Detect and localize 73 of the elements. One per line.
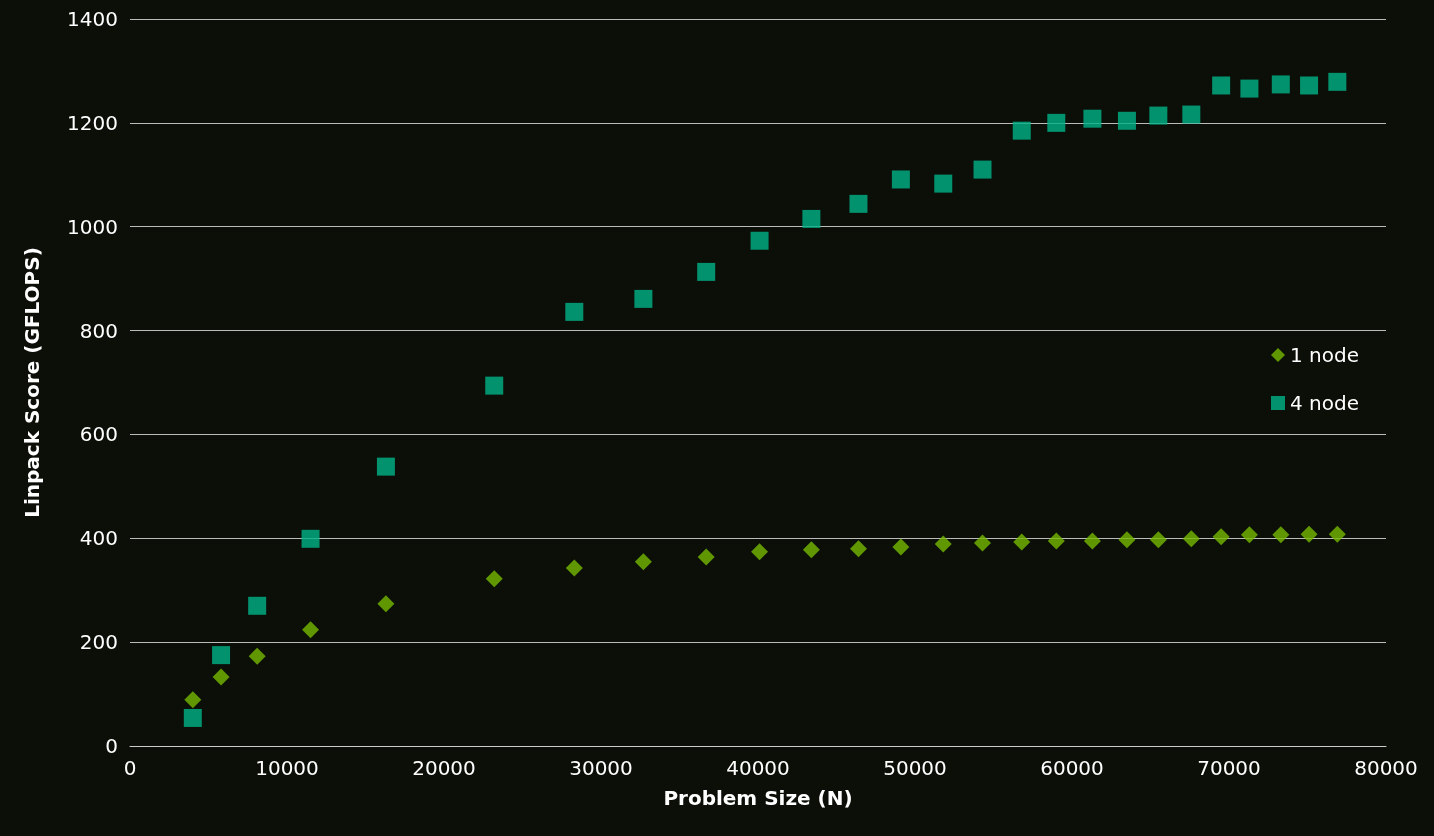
point	[1182, 105, 1201, 124]
y-tick-label: 600	[79, 422, 118, 447]
point	[1212, 76, 1231, 95]
point	[934, 535, 952, 553]
point	[302, 621, 320, 639]
x-tick-label: 30000	[569, 756, 633, 780]
point	[1047, 113, 1066, 132]
x-tick-label: 40000	[726, 756, 790, 780]
point	[1300, 525, 1318, 543]
point	[1149, 106, 1168, 125]
point	[377, 595, 395, 613]
y-tick-label: 400	[79, 526, 118, 551]
point	[1118, 531, 1136, 549]
point	[1117, 111, 1136, 130]
point	[376, 457, 395, 476]
point	[1300, 76, 1319, 95]
legend-label: 4 node	[1290, 391, 1360, 415]
point	[634, 289, 653, 308]
y-tick-label: 800	[79, 318, 118, 343]
point	[248, 596, 267, 615]
point	[212, 646, 231, 665]
point	[802, 541, 820, 559]
x-tick-label: 20000	[412, 756, 476, 780]
x-tick-label: 70000	[1197, 756, 1261, 780]
point	[248, 647, 266, 665]
point	[485, 570, 503, 588]
y-tick-label: 1200	[67, 110, 118, 135]
y-tick-label: 200	[79, 630, 118, 655]
point	[1047, 532, 1065, 550]
point	[301, 529, 320, 548]
point	[1328, 72, 1347, 91]
point	[751, 543, 769, 561]
point	[1328, 525, 1346, 543]
point	[1083, 532, 1101, 550]
point	[849, 194, 868, 213]
point	[891, 170, 910, 189]
point	[565, 559, 583, 577]
x-tick-label: 10000	[255, 756, 319, 780]
y-axis-title: Linpack Score (GFLOPS)	[20, 247, 44, 518]
x-axis-title: Problem Size (N)	[663, 786, 853, 810]
point	[1272, 526, 1290, 544]
point	[802, 209, 821, 228]
point	[212, 668, 230, 686]
y-tick-label: 0	[105, 734, 118, 758]
point	[1182, 530, 1200, 548]
point	[565, 302, 584, 321]
point	[1212, 528, 1230, 546]
point	[485, 376, 504, 395]
point	[973, 160, 992, 179]
point	[974, 534, 992, 552]
point	[1013, 533, 1031, 551]
point	[183, 708, 202, 727]
point	[750, 231, 769, 250]
point	[1012, 121, 1031, 140]
y-tick-label: 1400	[67, 7, 118, 31]
point	[934, 174, 953, 193]
x-tick-label: 60000	[1040, 756, 1104, 780]
legend-label: 1 node	[1290, 343, 1360, 367]
point	[634, 553, 652, 571]
point	[1149, 531, 1167, 549]
point	[1271, 75, 1290, 94]
y-tick-label: 1000	[67, 214, 118, 239]
point	[697, 548, 715, 566]
point	[184, 691, 202, 709]
x-tick-label: 80000	[1354, 756, 1418, 780]
point	[1240, 526, 1258, 544]
point	[1240, 79, 1259, 98]
x-tick-label: 50000	[883, 756, 947, 780]
point	[1083, 109, 1102, 128]
point	[697, 262, 716, 281]
point	[849, 540, 867, 558]
x-tick-label: 0	[123, 756, 137, 780]
point	[892, 538, 910, 556]
